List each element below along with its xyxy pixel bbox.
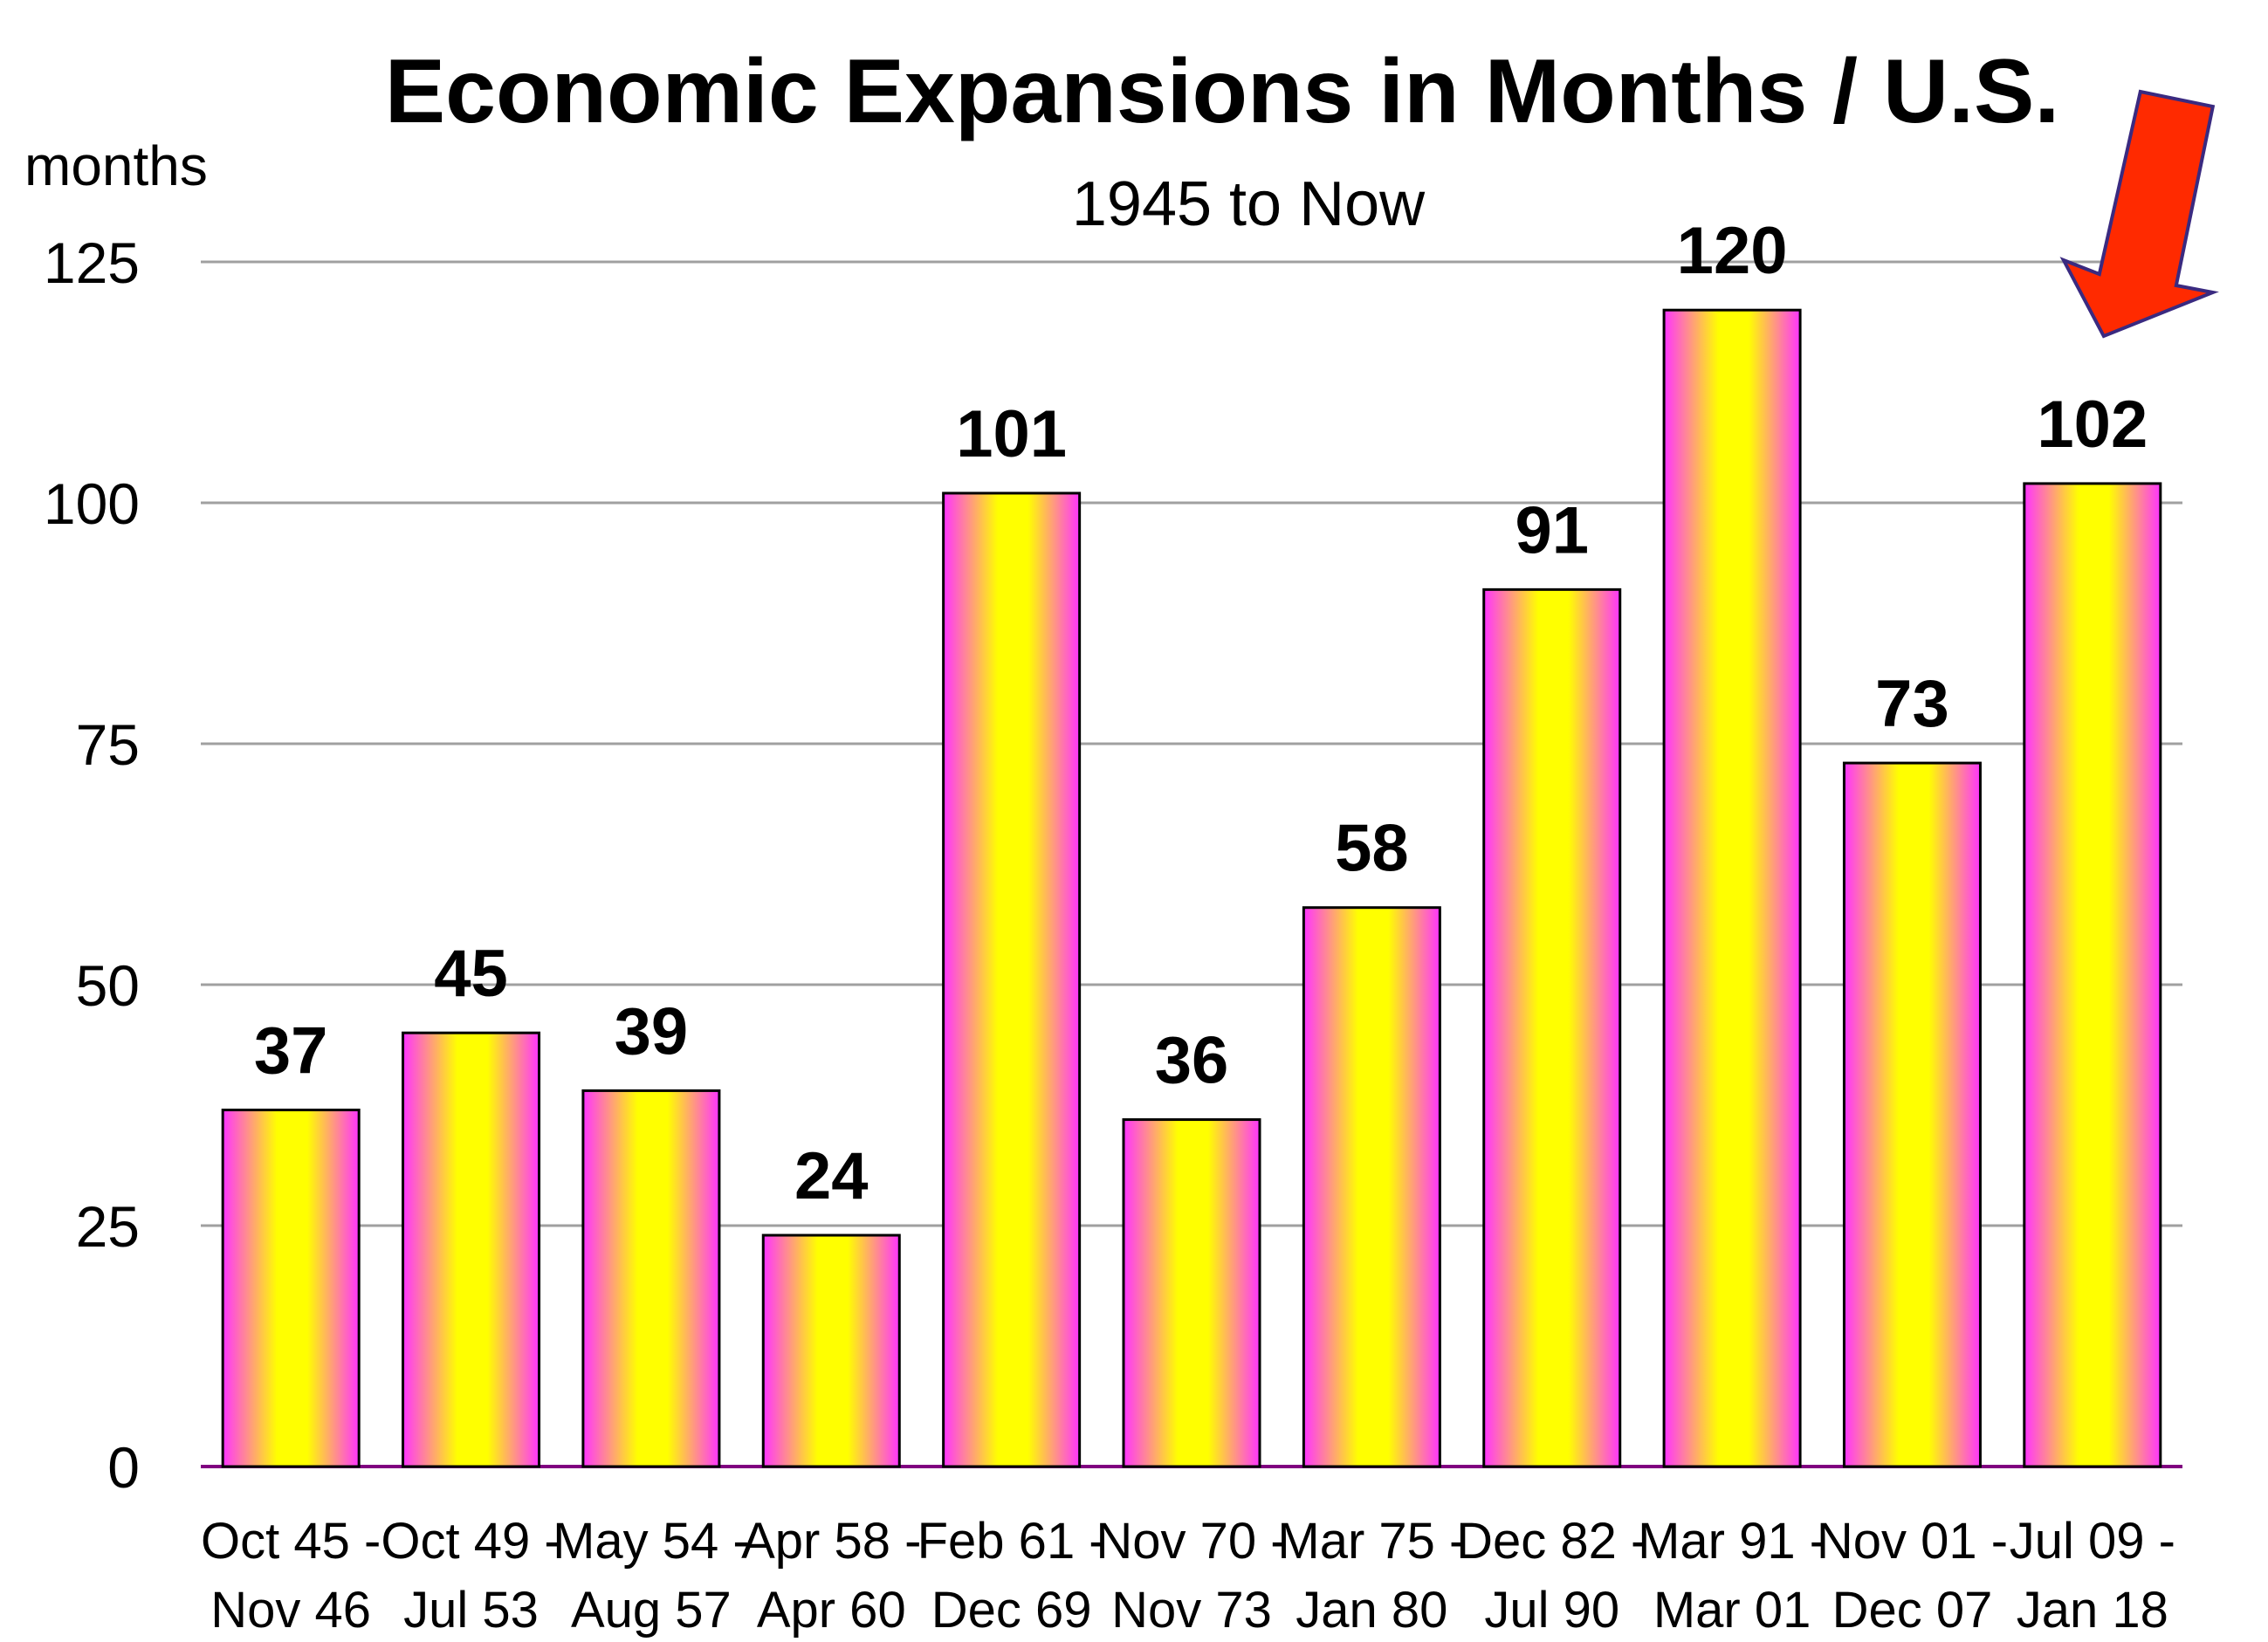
y-tick-label: 25 xyxy=(76,1194,140,1259)
x-tick-label: Nov 46 xyxy=(210,1582,371,1639)
x-tick-label: Mar 91 - xyxy=(1638,1513,1826,1570)
y-tick-label: 100 xyxy=(44,471,140,536)
x-tick-label: Dec 82 - xyxy=(1456,1513,1647,1570)
x-tick-label: May 54 - xyxy=(553,1513,750,1570)
x-tick-label: Mar 75 - xyxy=(1277,1513,1466,1570)
arrow-icon xyxy=(2059,89,2219,339)
y-tick-label: 125 xyxy=(44,230,140,295)
bar xyxy=(1302,906,1441,1468)
bar xyxy=(761,1233,901,1468)
bars xyxy=(221,308,2162,1468)
x-tick-label: Mar 01 xyxy=(1653,1582,1811,1639)
bar xyxy=(221,1109,361,1468)
x-tick-label: Jan 80 xyxy=(1296,1582,1447,1639)
bar xyxy=(581,1089,721,1468)
chart-subtitle: 1945 to Now xyxy=(1072,169,1426,239)
bar xyxy=(942,491,1082,1468)
value-label: 101 xyxy=(956,397,1067,471)
x-tick-label: Jan 18 xyxy=(2017,1582,2168,1639)
x-tick-label: Jul 53 xyxy=(403,1582,539,1639)
value-label: 120 xyxy=(1677,214,1788,288)
x-tick-label: Oct 45 - xyxy=(201,1513,381,1570)
x-tick-label: Jul 09 - xyxy=(2010,1513,2175,1570)
y-tick-label: 50 xyxy=(76,953,140,1018)
arrow-icon-group xyxy=(2059,89,2219,339)
value-label: 73 xyxy=(1875,667,1949,741)
value-label: 102 xyxy=(2037,388,2148,462)
chart-title: Economic Expansions in Months / U.S. xyxy=(385,41,2059,142)
bar xyxy=(1482,587,1622,1468)
value-label: 37 xyxy=(254,1014,328,1089)
bar xyxy=(1122,1118,1261,1468)
x-tick-label: Oct 49 - xyxy=(381,1513,560,1570)
value-label: 91 xyxy=(1515,493,1589,567)
bar xyxy=(402,1031,541,1468)
value-label: 36 xyxy=(1155,1024,1229,1098)
value-label: 58 xyxy=(1335,812,1409,886)
x-tick-label: Apr 60 xyxy=(757,1582,906,1639)
y-axis-label: months xyxy=(24,134,208,197)
x-tick-label: Nov 73 xyxy=(1111,1582,1272,1639)
x-tick-label: Aug 57 xyxy=(571,1582,732,1639)
x-tick-label: Feb 61 - xyxy=(918,1513,1106,1570)
y-tick-label: 0 xyxy=(107,1435,140,1500)
value-label: 45 xyxy=(434,937,508,1011)
value-label: 24 xyxy=(794,1139,869,1213)
bar xyxy=(1842,761,1982,1468)
bar xyxy=(1662,308,1802,1468)
value-labels: 37 45 39 24 101 36 58 91 120 73 102 xyxy=(254,214,2148,1213)
value-label: 39 xyxy=(615,994,689,1068)
x-tick-label: Dec 07 xyxy=(1832,1582,1993,1639)
x-tick-label: Nov 01 - xyxy=(1817,1513,2008,1570)
x-tick-label: Nov 70 - xyxy=(1096,1513,1287,1570)
y-axis-ticks: 0 25 50 75 100 125 xyxy=(44,230,140,1500)
bar xyxy=(2023,482,2162,1468)
x-tick-label: Dec 69 xyxy=(931,1582,1092,1639)
x-tick-label: Apr 58 - xyxy=(741,1513,921,1570)
x-tick-label: Jul 90 xyxy=(1484,1582,1619,1639)
y-tick-label: 75 xyxy=(76,712,140,777)
